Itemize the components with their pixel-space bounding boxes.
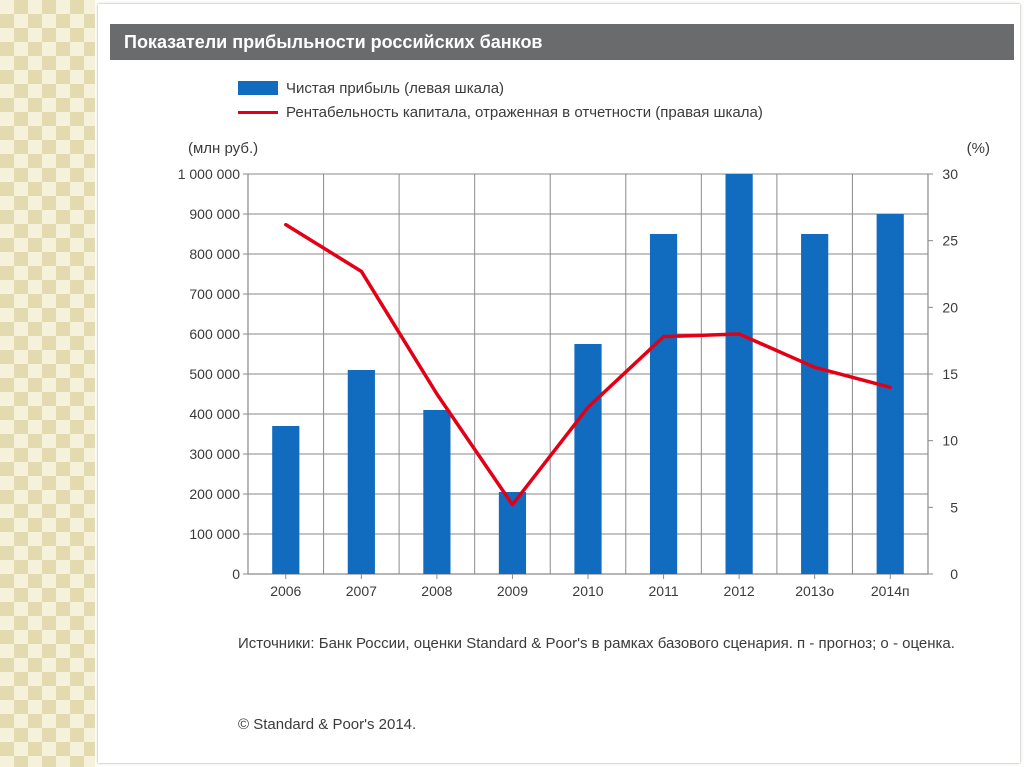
- source-note: Источники: Банк России, оценки Standard …: [238, 634, 980, 654]
- bar: [801, 234, 828, 574]
- slide: Показатели прибыльности российских банко…: [98, 4, 1020, 763]
- bar: [726, 174, 753, 574]
- svg-text:100 000: 100 000: [189, 526, 240, 542]
- x-tick-label: 2014п: [871, 583, 910, 599]
- svg-text:600 000: 600 000: [189, 326, 240, 342]
- svg-text:10: 10: [942, 433, 958, 449]
- svg-text:800 000: 800 000: [189, 246, 240, 262]
- svg-text:200 000: 200 000: [189, 486, 240, 502]
- svg-text:700 000: 700 000: [189, 286, 240, 302]
- svg-text:30: 30: [942, 166, 958, 182]
- bar: [272, 426, 299, 574]
- bar: [423, 410, 450, 574]
- svg-text:300 000: 300 000: [189, 446, 240, 462]
- x-tick-label: 2011: [649, 583, 679, 599]
- bar: [574, 344, 601, 574]
- svg-text:900 000: 900 000: [189, 206, 240, 222]
- slide-background-pattern: [0, 0, 95, 767]
- legend-line-row: Рентабельность капитала, отраженная в от…: [238, 100, 763, 124]
- svg-text:5: 5: [950, 499, 958, 515]
- y-right-axis-label: (%): [967, 140, 990, 157]
- x-tick-label: 2009: [497, 583, 528, 599]
- bar: [650, 234, 677, 574]
- legend-line-label: Рентабельность капитала, отраженная в от…: [286, 104, 763, 121]
- svg-text:500 000: 500 000: [189, 366, 240, 382]
- x-tick-label: 2008: [421, 583, 452, 599]
- svg-text:400 000: 400 000: [189, 406, 240, 422]
- legend-bar-swatch: [238, 81, 278, 95]
- svg-text:0: 0: [950, 566, 958, 582]
- legend: Чистая прибыль (левая шкала) Рентабельно…: [238, 76, 763, 124]
- x-tick-label: 2010: [572, 583, 603, 599]
- legend-bar-row: Чистая прибыль (левая шкала): [238, 76, 763, 100]
- x-tick-label: 2012: [724, 583, 755, 599]
- legend-bar-label: Чистая прибыль (левая шкала): [286, 80, 504, 97]
- bar: [877, 214, 904, 574]
- copyright: © Standard & Poor's 2014.: [238, 716, 416, 733]
- x-tick-label: 2007: [346, 583, 377, 599]
- svg-text:1 000 000: 1 000 000: [178, 166, 240, 182]
- title-bar: Показатели прибыльности российских банко…: [110, 24, 1014, 60]
- legend-line-swatch: [238, 111, 278, 114]
- x-tick-label: 2013о: [795, 583, 834, 599]
- svg-text:15: 15: [942, 366, 958, 382]
- svg-text:0: 0: [232, 566, 240, 582]
- bar: [348, 370, 375, 574]
- svg-text:20: 20: [942, 299, 958, 315]
- title-text: Показатели прибыльности российских банко…: [124, 32, 543, 53]
- x-tick-label: 2006: [270, 583, 301, 599]
- svg-text:25: 25: [942, 233, 958, 249]
- chart: 0 100 000 200 000 300 000 400 000 500 000 600 …: [148, 164, 978, 614]
- y-left-axis-label: (млн руб.): [188, 140, 258, 157]
